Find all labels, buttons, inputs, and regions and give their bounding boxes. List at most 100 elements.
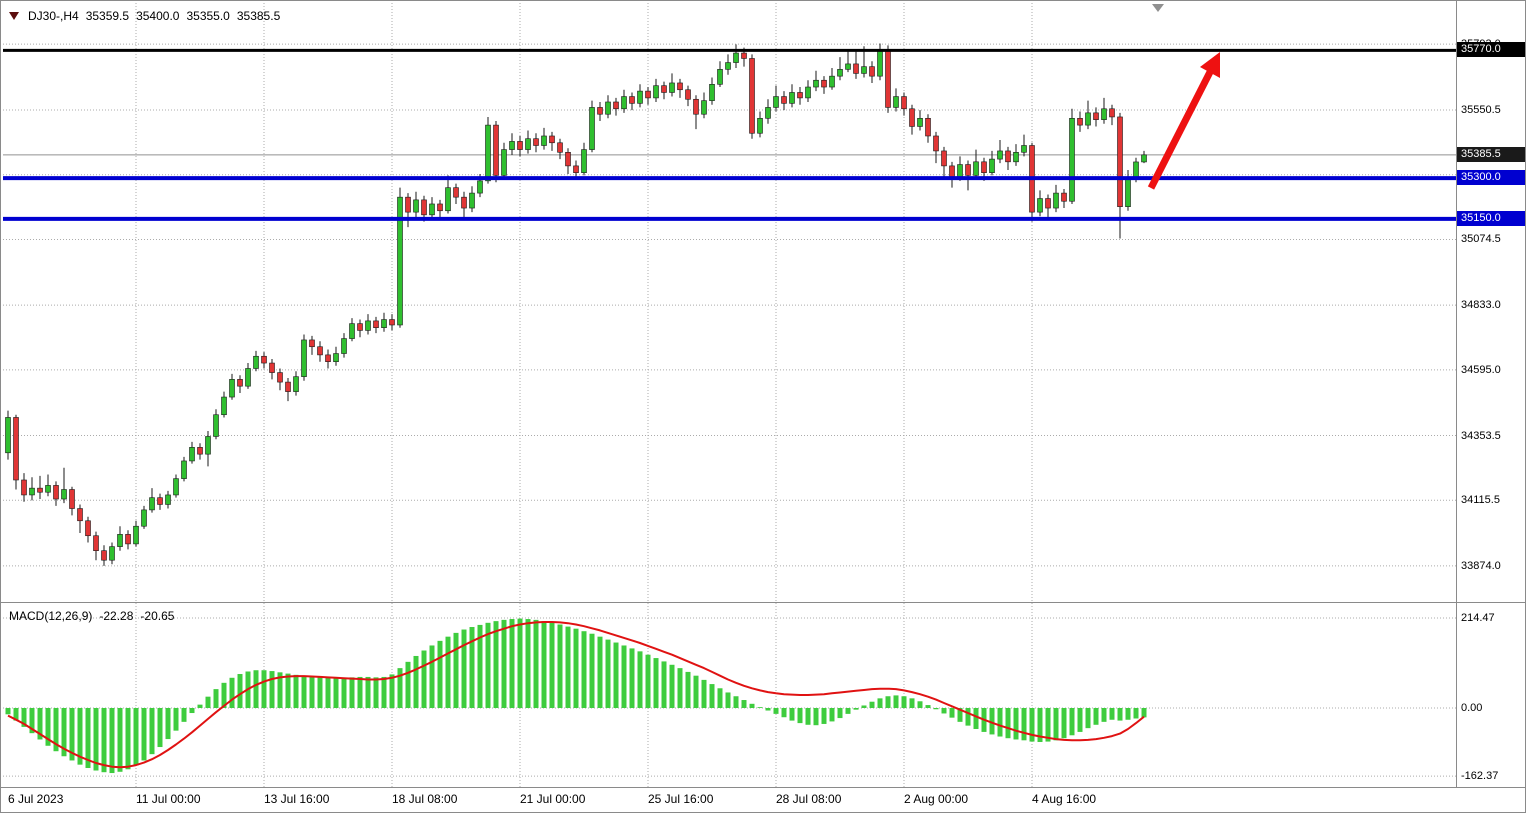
candle: [21, 473, 27, 502]
ohlc-low: 35355.0: [186, 9, 230, 23]
candle: [309, 335, 315, 355]
candle: [1045, 194, 1051, 219]
ohlc-open: 35359.5: [85, 9, 130, 23]
symbol-marker-icon: [9, 12, 19, 20]
candle: [13, 414, 19, 490]
candle: [869, 61, 875, 83]
candle: [1029, 142, 1035, 222]
candle: [117, 526, 123, 551]
candle: [613, 97, 619, 116]
candle: [589, 100, 595, 153]
candle: [413, 191, 419, 218]
candle: [653, 78, 659, 102]
candle: [717, 61, 723, 88]
candle: [1077, 111, 1083, 132]
candle: [349, 318, 355, 342]
candle: [917, 110, 923, 131]
candle: [1021, 134, 1027, 157]
trend-arrow[interactable]: [1147, 52, 1220, 190]
candle: [581, 142, 587, 176]
candle: [245, 363, 251, 389]
candle: [1053, 184, 1059, 213]
candle: [1125, 169, 1131, 211]
macd-histogram: [5, 618, 1147, 774]
time-axis: 6 Jul 2023 11 Jul 00:00 13 Jul 16:00 18 Jul…: [1, 788, 1525, 812]
candle: [173, 474, 179, 498]
candle: [837, 57, 843, 81]
candle: [1005, 146, 1011, 170]
candle: [333, 346, 339, 366]
candle: [157, 493, 163, 510]
candle: [901, 92, 907, 116]
candle: [693, 95, 699, 130]
candle: [949, 161, 955, 188]
candle: [61, 467, 67, 504]
candle: [973, 149, 979, 180]
candle: [93, 531, 99, 561]
chart-shift-marker-icon[interactable]: [1152, 4, 1164, 12]
candle: [789, 84, 795, 108]
time-axis-label: 6 Jul 2023: [8, 792, 64, 806]
candle: [701, 92, 707, 119]
candle: [453, 183, 459, 204]
candle: [125, 530, 131, 550]
candlestick-series: [5, 43, 1147, 566]
candle: [437, 199, 443, 218]
candle: [749, 54, 755, 139]
candle: [357, 319, 363, 338]
candle: [645, 87, 651, 105]
candle: [189, 441, 195, 464]
candle: [261, 352, 267, 369]
candle: [525, 130, 531, 154]
candle: [1069, 108, 1075, 204]
candle: [237, 375, 243, 393]
candle: [685, 85, 691, 107]
time-axis-label: 13 Jul 16:00: [264, 792, 330, 806]
ohlc-close: 35385.5: [236, 9, 281, 23]
candle: [757, 111, 763, 138]
price-line-label: 35385.5: [1457, 146, 1525, 162]
candle: [893, 88, 899, 112]
candle: [37, 475, 43, 500]
time-axis-label: 11 Jul 00:00: [136, 792, 201, 806]
candle: [1109, 104, 1115, 126]
candle: [813, 70, 819, 92]
candle: [637, 84, 643, 108]
candle: [141, 505, 147, 529]
candle: [165, 490, 171, 509]
candle: [773, 85, 779, 112]
grid: [3, 3, 1456, 787]
price-axis-label: 34115.5: [1461, 494, 1500, 507]
candle: [885, 45, 891, 113]
candle: [933, 131, 939, 164]
time-axis-label: 2 Aug 00:00: [904, 792, 969, 806]
candle: [269, 358, 275, 380]
candle: [373, 316, 379, 334]
ohlc-high: 35400.0: [136, 9, 180, 23]
time-axis-label: 25 Jul 16:00: [648, 792, 714, 806]
macd-header: MACD(12,26,9) -22.28 -20.65: [9, 609, 174, 623]
candle: [205, 431, 211, 467]
time-axis-label: 21 Jul 00:00: [520, 792, 586, 806]
candle: [781, 91, 787, 111]
candle: [277, 368, 283, 391]
candle: [101, 545, 107, 566]
candle: [605, 95, 611, 119]
price-axis-label: 34833.0: [1461, 299, 1501, 312]
candle: [29, 477, 35, 501]
candle: [597, 101, 603, 122]
candle: [445, 175, 451, 214]
candle: [405, 193, 411, 228]
time-axis-label: 18 Jul 08:00: [392, 792, 458, 806]
price-line-label: 35300.0: [1457, 170, 1525, 186]
candle: [1085, 100, 1091, 130]
candle: [909, 104, 915, 135]
candle: [133, 520, 139, 547]
candle: [429, 197, 435, 221]
candle: [1037, 190, 1043, 217]
candle: [389, 314, 395, 331]
price-axis-label: 35550.5: [1461, 104, 1501, 116]
candle: [1013, 144, 1019, 166]
